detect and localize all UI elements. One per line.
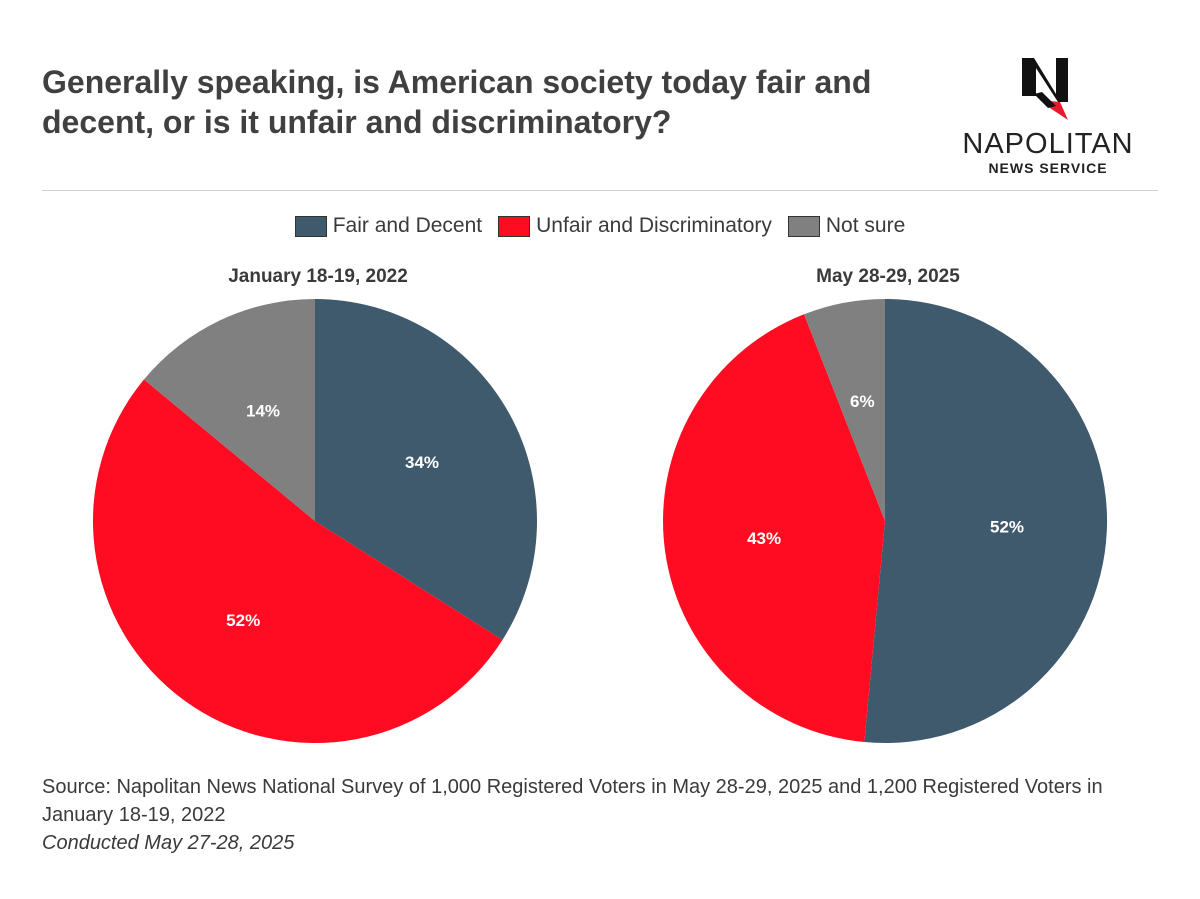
pie-chart-2025: 52% 43% 6% <box>663 299 1108 743</box>
legend-swatch-unfair <box>498 215 531 237</box>
logo-name: NAPOLITAN <box>962 128 1134 160</box>
pie-slice-unfair-2022 <box>92 379 503 744</box>
legend-label-unfair: Unfair and Discriminatory <box>536 214 772 237</box>
napolitan-n-logo-icon <box>1022 58 1068 120</box>
pie-label-fair-2025: 52% <box>990 518 1024 537</box>
chart-title: Generally speaking, is American society … <box>42 64 872 140</box>
pie-chart-2022: 34% 52% 14% <box>92 299 537 744</box>
pie-label-notsure-2025: 6% <box>850 392 875 411</box>
legend-label-fair: Fair and Decent <box>332 214 483 237</box>
source-note: Source: Napolitan News National Survey o… <box>42 773 1162 857</box>
header-divider <box>42 190 1158 191</box>
legend-swatch-notsure <box>787 215 820 237</box>
pie-title-2022: January 18-19, 2022 <box>228 266 408 287</box>
pie-slice-notsure-2025 <box>804 299 885 521</box>
legend-label-notsure: Not sure <box>825 214 906 237</box>
conducted-date: Conducted May 27-28, 2025 <box>42 832 295 854</box>
pie-slice-unfair-2025 <box>663 314 885 743</box>
pie-slice-fair-2025 <box>864 299 1108 743</box>
pie-label-notsure-2022: 14% <box>246 402 280 421</box>
legend-item-fair: Fair and Decent <box>294 214 483 238</box>
legend-item-notsure: Not sure <box>787 214 906 238</box>
napolitan-logo: NAPOLITAN NEWS SERVICE <box>948 52 1148 182</box>
logo-subtitle: NEWS SERVICE <box>988 160 1108 176</box>
legend-swatch-fair <box>294 215 327 237</box>
chart-legend: Fair and Decent Unfair and Discriminator… <box>0 214 1200 238</box>
pie-title-2025: May 28-29, 2025 <box>816 266 960 287</box>
pie-label-unfair-2022: 52% <box>226 611 260 630</box>
pie-slice-fair-2022 <box>315 299 537 640</box>
pie-slice-notsure-2022 <box>143 299 315 521</box>
legend-item-unfair: Unfair and Discriminatory <box>498 214 772 238</box>
pie-label-fair-2022: 34% <box>405 453 439 472</box>
source-text: Source: Napolitan News National Survey o… <box>42 776 1103 826</box>
pie-label-unfair-2025: 43% <box>747 529 781 548</box>
